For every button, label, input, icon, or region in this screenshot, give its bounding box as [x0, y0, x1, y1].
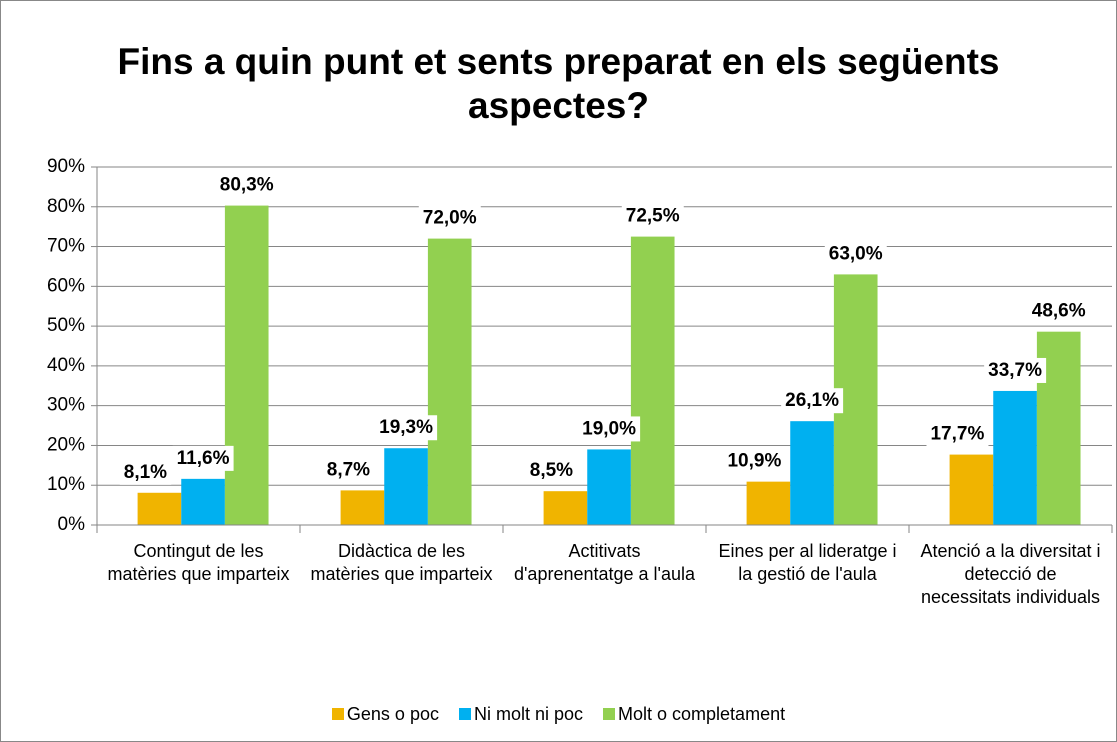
data-label-group: 72,5%: [621, 203, 684, 229]
data-label-group: 26,1%: [781, 388, 844, 414]
data-label: 10,9%: [727, 451, 781, 472]
bar: [790, 421, 834, 525]
legend-item: Gens o poc: [331, 704, 439, 725]
data-label: 72,0%: [423, 208, 477, 229]
data-label: 8,5%: [530, 460, 573, 481]
bar: [427, 238, 472, 525]
data-label-group: 48,6%: [1027, 298, 1090, 324]
data-label-group: 80,3%: [215, 172, 278, 198]
y-tick-label: 50%: [47, 315, 85, 336]
legend-swatch: [603, 708, 616, 720]
data-label-group: 8,7%: [322, 457, 375, 483]
bar: [949, 454, 994, 525]
data-label-group: 19,3%: [375, 415, 438, 441]
y-tick-label: 0%: [58, 514, 86, 535]
data-label-bg: [119, 459, 172, 485]
data-label-bg: [723, 448, 786, 474]
data-label-group: 33,7%: [984, 357, 1047, 383]
legend-label: Molt o completament: [618, 704, 786, 724]
data-label-bg: [578, 416, 641, 442]
data-label-bg: [824, 241, 887, 267]
chart-title: Fins a quin punt et sents preparat en el…: [117, 41, 1000, 126]
data-label-bg: [984, 357, 1047, 383]
data-label-bg: [215, 172, 278, 198]
data-label-group: 63,0%: [824, 241, 887, 267]
data-label-group: 8,5%: [525, 458, 578, 484]
y-tick-label: 10%: [47, 474, 85, 495]
data-label-bg: [322, 457, 375, 483]
data-label-group: 10,9%: [723, 448, 786, 474]
data-label: 19,3%: [379, 417, 433, 438]
data-label-bg: [172, 445, 234, 471]
data-label-bg: [418, 205, 481, 231]
y-tick-label: 70%: [47, 236, 85, 257]
legend-label: Ni molt ni poc: [473, 704, 584, 724]
data-label: 48,6%: [1032, 301, 1086, 322]
data-label: 8,7%: [327, 459, 370, 480]
data-label-group: 72,0%: [418, 205, 481, 231]
x-tick-label: Eines per al lideratge i la gestió de l'…: [718, 541, 897, 584]
data-label: 72,5%: [626, 206, 680, 227]
data-label: 63,0%: [829, 243, 883, 264]
legend-label: Gens o poc: [346, 704, 439, 724]
x-tick-label: Atenció a la diversitat i detecció de ne…: [920, 541, 1101, 607]
data-label-bg: [621, 203, 684, 229]
y-tick-label: 90%: [47, 156, 85, 177]
x-tick-label: Contingut de les matèries que imparteix: [107, 541, 290, 584]
data-label: 19,0%: [582, 418, 636, 439]
data-label: 8,1%: [124, 462, 167, 483]
bar: [384, 448, 428, 525]
bar: [340, 490, 385, 525]
data-label: 33,7%: [988, 360, 1042, 381]
data-label-group: 8,1%: [119, 459, 172, 485]
bar: [587, 449, 631, 525]
legend-item: Molt o completament: [603, 704, 785, 725]
bar: [993, 390, 1037, 525]
bar: [746, 481, 791, 525]
data-label-group: 19,0%: [578, 416, 641, 442]
bar: [181, 478, 225, 525]
data-label: 26,1%: [785, 390, 839, 411]
data-label-bg: [525, 458, 578, 484]
data-label-bg: [375, 415, 438, 441]
legend: Gens o poc Ni molt ni poc Molt o completam…: [0, 704, 1117, 725]
y-tick-label: 20%: [47, 434, 85, 455]
bar: [137, 492, 182, 525]
y-tick-label: 60%: [47, 275, 85, 296]
y-tick-label: 40%: [47, 355, 85, 376]
data-label: 17,7%: [930, 424, 984, 445]
legend-swatch: [458, 708, 471, 720]
y-tick-label: 80%: [47, 196, 85, 217]
data-label-group: 11,6%: [172, 445, 234, 471]
data-label-bg: [926, 421, 989, 447]
bar: [543, 491, 588, 525]
x-tick-label: Didàctica de les matèries que imparteix: [310, 541, 493, 584]
data-label-bg: [1027, 298, 1090, 324]
x-tick-label: Actitivats d'aprenentatge a l'aula: [513, 541, 696, 584]
data-label: 11,6%: [177, 448, 230, 469]
data-label: 80,3%: [220, 175, 274, 196]
legend-item: Ni molt ni poc: [458, 704, 584, 725]
data-label-bg: [781, 388, 844, 414]
legend-swatch: [331, 708, 344, 720]
bar: [630, 236, 675, 525]
bar: [224, 205, 269, 525]
y-tick-label: 30%: [47, 395, 85, 416]
data-label-group: 17,7%: [926, 421, 989, 447]
